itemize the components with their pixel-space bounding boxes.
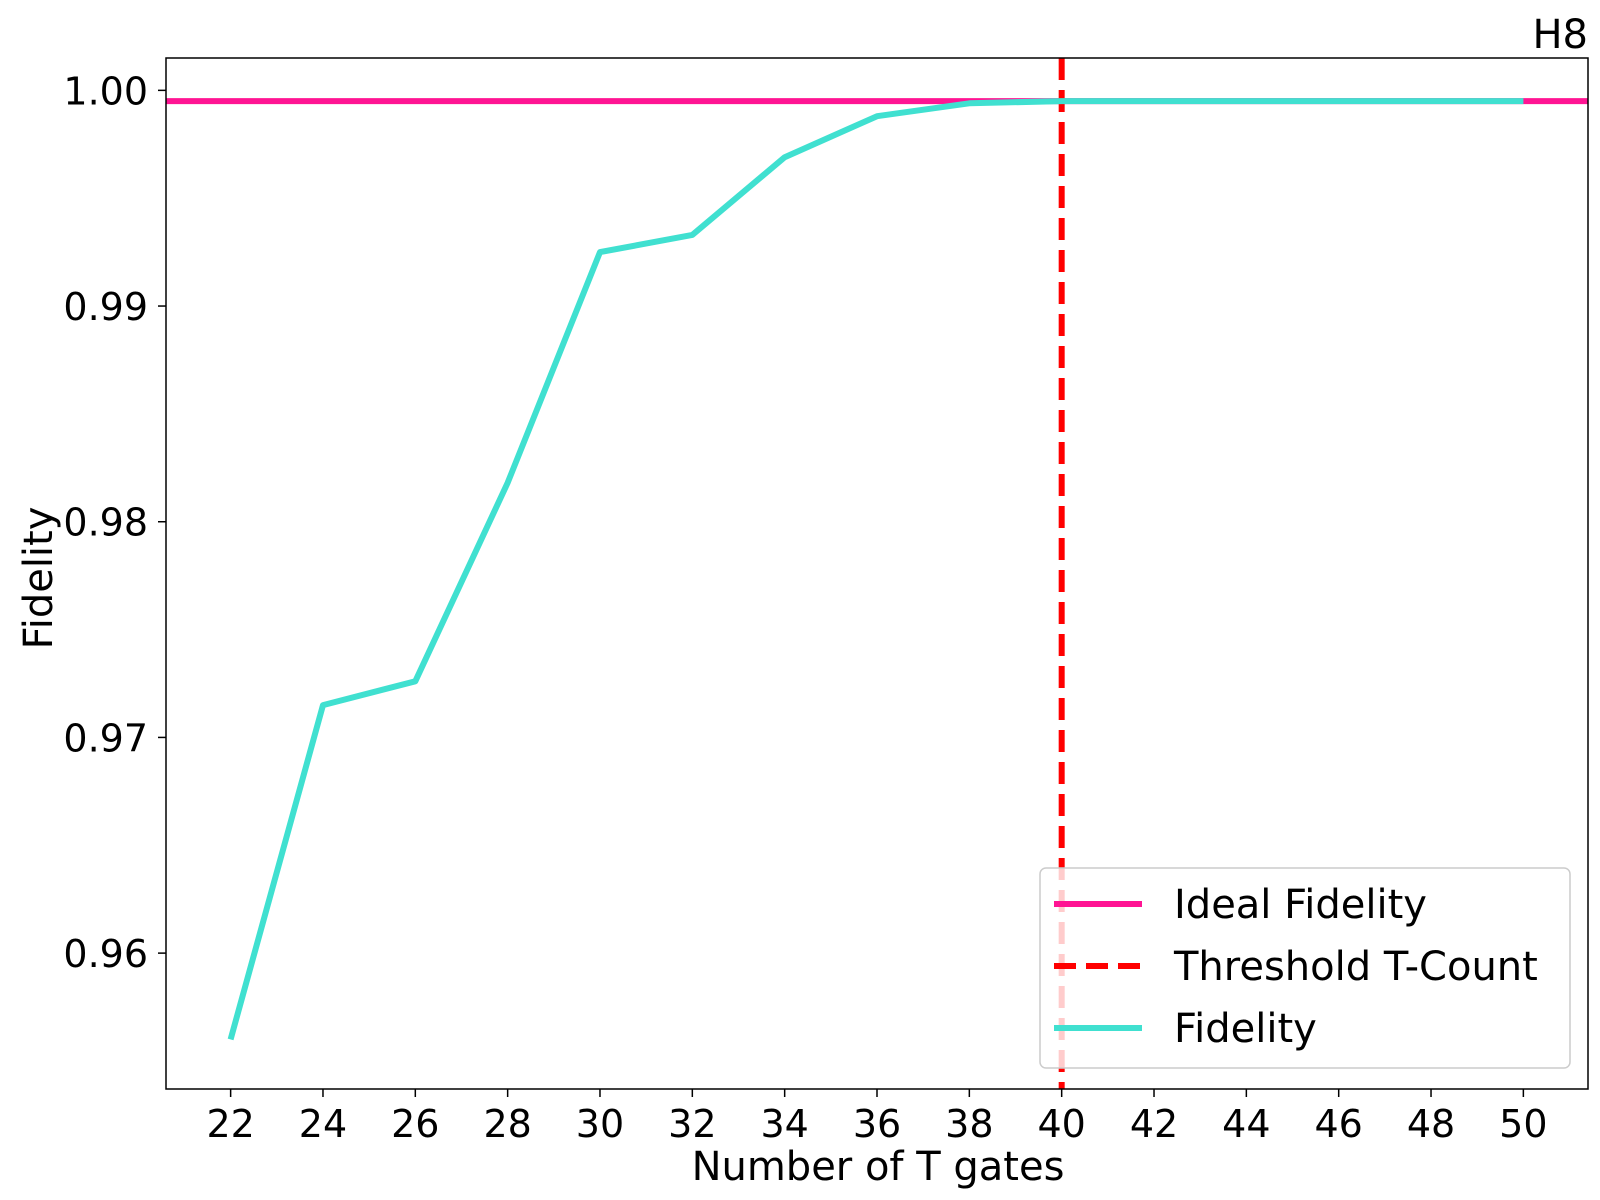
x-tick-label: 26: [391, 1102, 439, 1146]
x-tick-label: 42: [1130, 1102, 1178, 1146]
axes: 22 24 26 28 30 32 34 36 38 40 42 44 46 48 50 0.96 0.97 0.…: [63, 57, 1589, 1146]
x-tick-label: 40: [1037, 1102, 1085, 1146]
x-tick-label: 50: [1499, 1102, 1547, 1146]
x-tick-label: 34: [760, 1102, 808, 1146]
series-group: [166, 58, 1588, 1089]
x-tick-label: 44: [1222, 1102, 1270, 1146]
x-axis-label: Number of T gates: [692, 1144, 1065, 1190]
x-tick-label: 36: [853, 1102, 901, 1146]
y-axis-label: Fidelity: [16, 507, 62, 650]
y-tick-label: 0.97: [63, 716, 148, 760]
legend: Ideal Fidelity Threshold T-Count Fidelity: [1039, 867, 1571, 1069]
x-tick-label: 46: [1315, 1102, 1363, 1146]
plot-area: [166, 58, 1588, 1089]
x-tick-label: 32: [668, 1102, 716, 1146]
legend-label-ideal-fidelity: Ideal Fidelity: [1174, 882, 1427, 928]
x-tick-label: 28: [483, 1102, 531, 1146]
x-tick-label: 24: [299, 1102, 347, 1146]
y-tick-label: 1.00: [63, 69, 148, 113]
y-tick-label: 0.98: [63, 501, 148, 545]
legend-label-threshold-t-count: Threshold T-Count: [1173, 944, 1538, 990]
chart-title: H8: [1532, 12, 1588, 58]
x-tick-label: 48: [1407, 1102, 1455, 1146]
y-tick-label: 0.96: [63, 932, 148, 976]
y-tick-label: 0.99: [63, 285, 148, 329]
legend-box: [1039, 867, 1571, 1069]
fidelity-line: [227, 98, 1524, 1041]
x-tick-label: 38: [945, 1102, 993, 1146]
x-tick-label: 22: [206, 1102, 254, 1146]
x-tick-label: 30: [576, 1102, 624, 1146]
legend-label-fidelity: Fidelity: [1174, 1006, 1317, 1052]
